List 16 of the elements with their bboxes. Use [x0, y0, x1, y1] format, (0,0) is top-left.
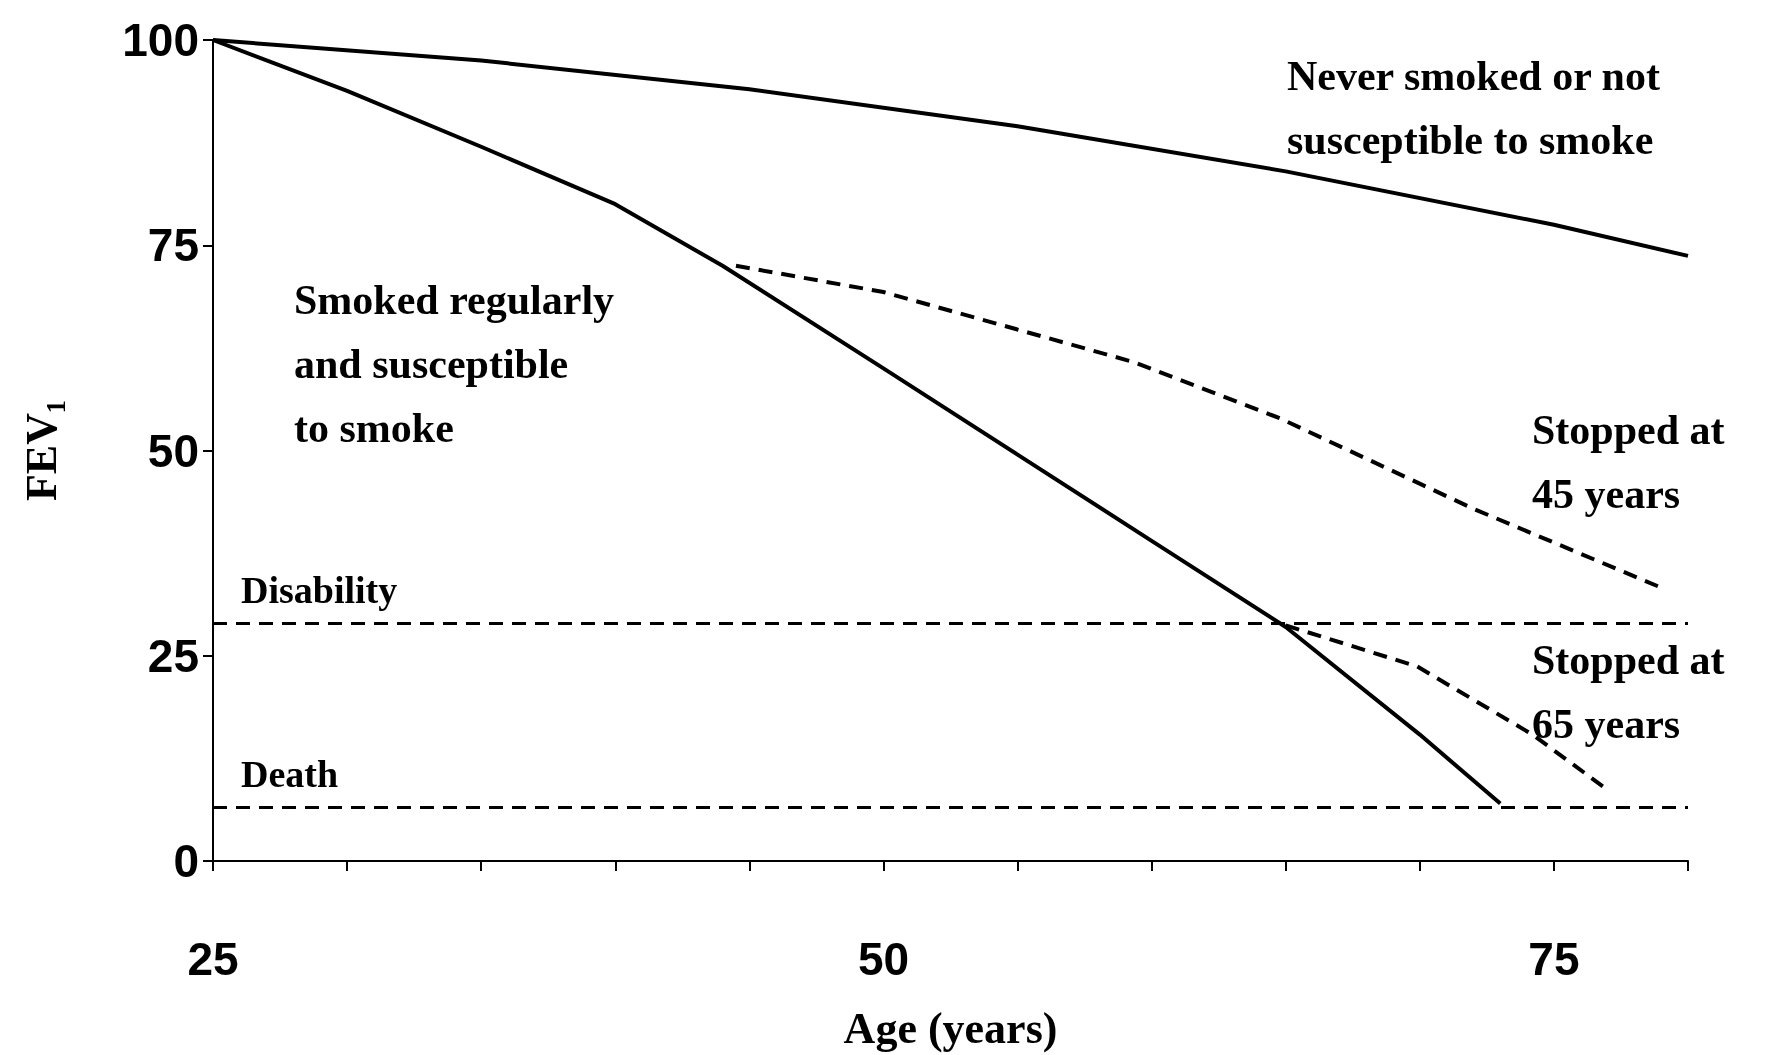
- x-tick-label: 75: [1528, 933, 1580, 985]
- y-tick-label: 50: [147, 424, 199, 477]
- ref-line-label: Disability: [241, 568, 398, 611]
- annotation: Smoked regularly and susceptible to smoke: [294, 277, 615, 451]
- y-tick-label: 0: [173, 835, 199, 887]
- annotation: Stopped at 65 years: [1532, 637, 1725, 747]
- y-axis-title: FEV₁: [16, 399, 66, 502]
- ref-line-label: Death: [241, 752, 339, 795]
- x-tick-label: 25: [187, 933, 239, 985]
- y-tick-label: 100: [122, 14, 199, 66]
- x-tick-label: 50: [857, 933, 910, 985]
- annotation: Never smoked or not susceptible to smoke: [1287, 53, 1660, 163]
- y-tick-label: 25: [147, 629, 199, 682]
- annotation: Stopped at 45 years: [1532, 407, 1725, 517]
- y-tick-label: 75: [147, 219, 199, 272]
- x-axis-title: Age (years): [843, 1003, 1058, 1053]
